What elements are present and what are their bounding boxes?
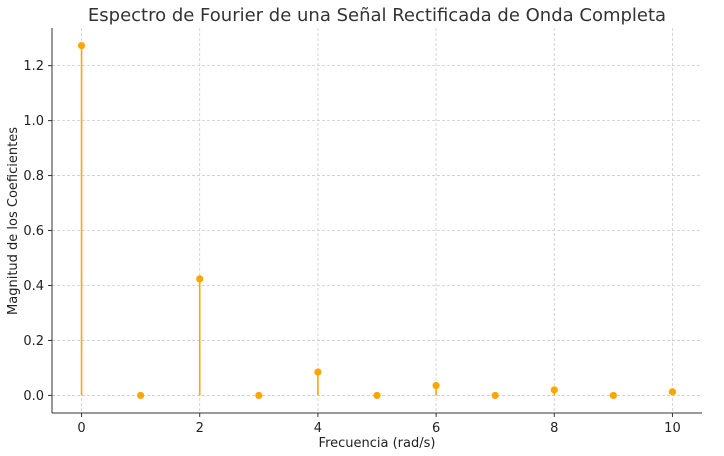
stem-marker [137, 391, 145, 400]
y-tick-label: 0.4 [23, 279, 44, 294]
y-tick-label: 0.0 [23, 389, 44, 404]
chart-title: Espectro de Fourier de una Señal Rectifi… [88, 5, 666, 26]
stems [77, 41, 677, 400]
stem-marker [77, 41, 86, 50]
axes [51, 28, 702, 414]
grid [52, 28, 702, 413]
stem-marker [196, 275, 204, 283]
x-tick-label: 0 [77, 421, 85, 436]
stem-marker [491, 391, 499, 400]
x-tick-label: 2 [196, 421, 204, 436]
y-axis-label: Magnitud de los Coeficientes [6, 127, 21, 315]
y-tick-label: 0.6 [23, 224, 44, 239]
stem-marker [550, 386, 558, 394]
ticks: 0 2 4 6 8 10 0.0 0.2 0.4 0.6 0.8 1.0 1.2 [23, 59, 680, 436]
x-tick-label: 10 [664, 421, 681, 436]
stem-marker [668, 388, 677, 396]
x-axis-label: Frecuencia (rad/s) [319, 436, 436, 451]
stem-marker [373, 391, 381, 400]
stem-marker [255, 391, 263, 400]
stem-marker [432, 381, 440, 390]
stem-marker [314, 368, 322, 376]
x-tick-label: 8 [550, 421, 558, 436]
x-tick-label: 4 [314, 421, 322, 436]
y-tick-label: 1.0 [23, 114, 44, 129]
y-tick-label: 0.8 [23, 169, 44, 184]
y-tick-label: 1.2 [23, 59, 44, 74]
x-tick-label: 6 [432, 421, 440, 436]
stem-marker [609, 391, 617, 400]
y-tick-label: 0.2 [23, 334, 44, 349]
